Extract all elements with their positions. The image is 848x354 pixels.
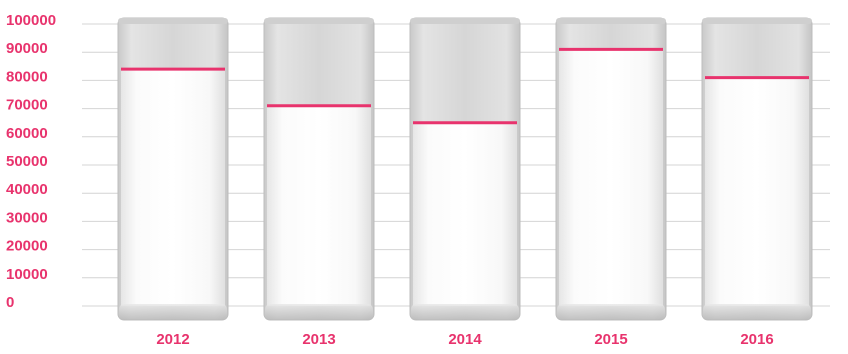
glass-rim: [556, 18, 666, 24]
x-tick-label: 2016: [740, 331, 773, 348]
milk: [705, 77, 809, 306]
glass-rim: [264, 18, 374, 24]
x-tick-label: 2012: [156, 331, 189, 348]
glass-rim: [702, 18, 812, 24]
glass-base: [411, 304, 519, 320]
y-tick-label: 70000: [6, 97, 48, 114]
glass-base: [119, 304, 227, 320]
glass-rim: [410, 18, 520, 24]
milk: [121, 69, 225, 307]
x-tick-label: 2013: [302, 331, 335, 348]
y-tick-label: 60000: [6, 125, 48, 142]
milk: [559, 49, 663, 306]
y-tick-label: 0: [6, 294, 14, 311]
glass-rim: [118, 18, 228, 24]
x-tick-label: 2015: [594, 331, 627, 348]
y-tick-label: 20000: [6, 238, 48, 255]
glass-base: [703, 304, 811, 320]
y-tick-label: 40000: [6, 181, 48, 198]
y-tick-label: 10000: [6, 266, 48, 283]
y-tick-label: 30000: [6, 209, 48, 226]
y-tick-label: 80000: [6, 68, 48, 85]
y-tick-label: 50000: [6, 153, 48, 170]
glass-base: [265, 304, 373, 320]
milk: [267, 105, 371, 306]
milk: [413, 122, 517, 306]
x-tick-label: 2014: [448, 331, 482, 348]
glass-base: [557, 304, 665, 320]
y-tick-label: 90000: [6, 40, 48, 57]
y-tick-label: 100000: [6, 12, 56, 29]
